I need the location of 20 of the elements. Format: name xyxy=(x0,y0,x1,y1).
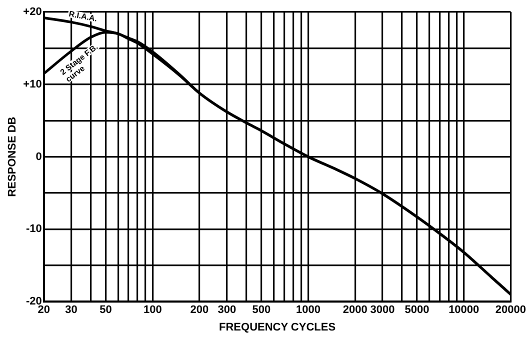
y-tick-label: +10 xyxy=(23,78,42,90)
x-tick-label: 500 xyxy=(252,304,271,316)
x-tick-label: 20000 xyxy=(495,304,526,316)
x-tick-label: 20 xyxy=(38,304,50,316)
x-tick-label: 2000 xyxy=(342,304,368,316)
y-tick-label: +20 xyxy=(23,6,42,18)
x-tick-label: 50 xyxy=(100,304,112,316)
y-tick-label: -10 xyxy=(26,223,42,236)
x-tick-label: 5000 xyxy=(404,304,430,316)
text: R.I.A.A. xyxy=(68,9,98,24)
x-tick-label: 300 xyxy=(218,304,236,316)
x-tick-label: 3000 xyxy=(370,304,395,316)
y-tick-label: 0 xyxy=(36,150,42,163)
x-tick-label: 10000 xyxy=(448,304,480,316)
y-axis-title: RESPONSE DB xyxy=(6,116,19,197)
x-tick-label: 200 xyxy=(190,304,209,316)
x-axis-title: FREQUENCY CYCLES xyxy=(219,321,336,334)
x-tick-label: 100 xyxy=(143,304,162,316)
x-tick-label: 30 xyxy=(65,304,78,316)
x-tick-label: 1000 xyxy=(296,304,320,316)
